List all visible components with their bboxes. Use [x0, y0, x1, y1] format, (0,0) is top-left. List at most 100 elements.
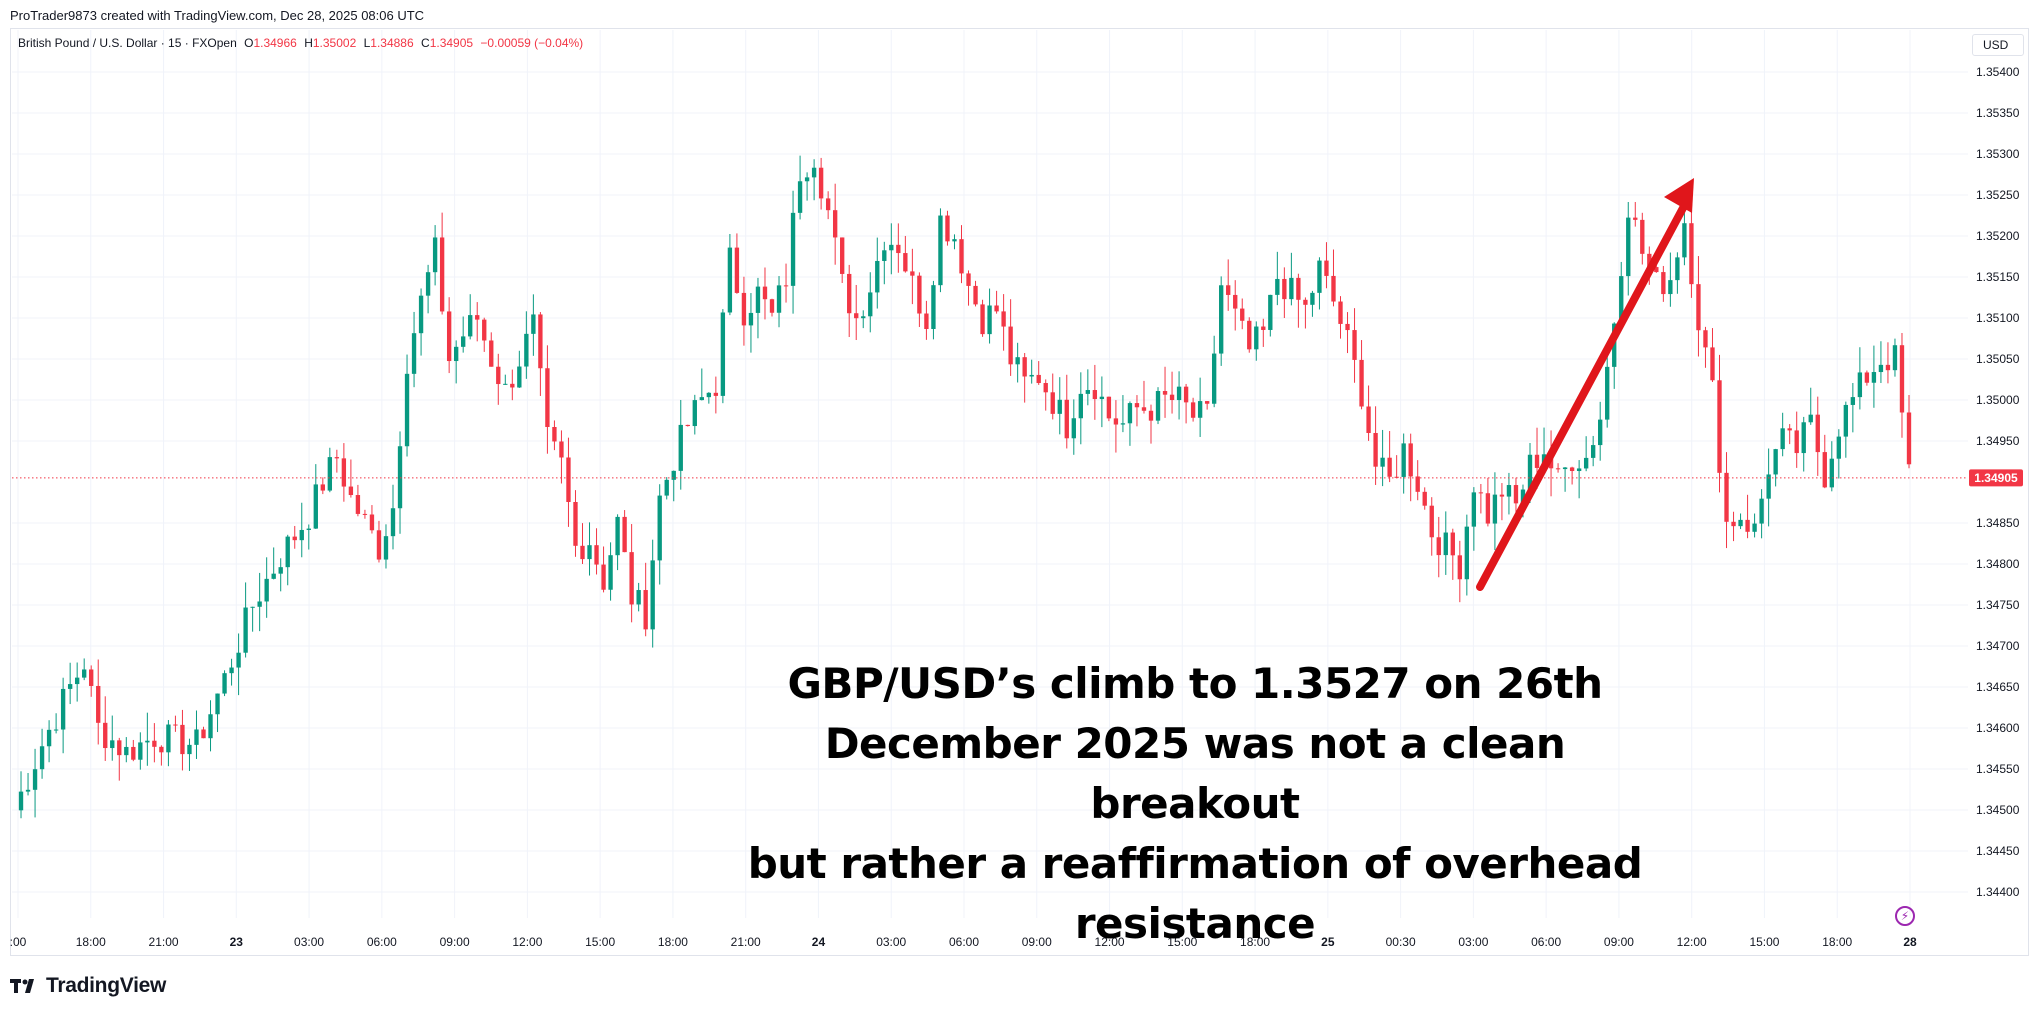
- time-axis[interactable]: :00 18:00 21:00 23 03:00 06:00 09:00 12:00 15:00…: [10, 935, 1917, 949]
- candle-body: [594, 545, 599, 565]
- candle-body: [1626, 217, 1631, 277]
- candle-body: [1864, 372, 1870, 383]
- candle-body: [1296, 277, 1301, 300]
- y-tick-label: 1.35200: [1976, 229, 2020, 243]
- candle-body: [432, 237, 438, 273]
- candle-body: [643, 590, 648, 630]
- chart-credit: ProTrader9873 created with TradingView.c…: [10, 8, 425, 23]
- candle-body: [1415, 476, 1420, 492]
- tradingview-logo[interactable]: TradingView: [10, 974, 166, 998]
- candle-body: [320, 484, 325, 491]
- candle-body: [1576, 468, 1582, 472]
- candle-body: [124, 746, 129, 756]
- candle-body: [1022, 357, 1027, 377]
- candle-body: [250, 606, 255, 608]
- y-tick-label: 1.35250: [1976, 188, 2020, 202]
- candle-body: [1773, 449, 1778, 475]
- currency-selector[interactable]: USD: [1972, 34, 2024, 56]
- close-value: 1.34905: [429, 36, 474, 50]
- y-tick-label: 1.35350: [1976, 106, 2020, 120]
- x-tick-label: 12:00: [1677, 935, 1707, 949]
- candle-body: [713, 392, 719, 396]
- candle-body: [1598, 419, 1603, 446]
- candle-body: [545, 368, 550, 427]
- candle-body: [1029, 374, 1034, 377]
- candle-body: [727, 247, 733, 313]
- candle-body: [699, 397, 704, 401]
- candle-body: [678, 424, 683, 471]
- y-tick-label: 1.34550: [1976, 762, 2020, 776]
- candle-body: [369, 514, 375, 531]
- candle-body: [397, 446, 403, 509]
- candle-body: [1668, 280, 1673, 295]
- brand-name: TradingView: [46, 974, 167, 997]
- symbol-name[interactable]: British Pound / U.S. Dollar · 15 · FXOpe…: [18, 36, 237, 50]
- candle-body: [103, 722, 108, 749]
- candle-body: [664, 479, 669, 496]
- candle-body: [861, 316, 866, 319]
- candle-body: [966, 273, 971, 286]
- change-value: −0.00059 (−0.04%): [480, 36, 584, 50]
- candle-body: [482, 319, 487, 341]
- x-tick-label: 18:00: [76, 935, 106, 949]
- candle-body: [994, 305, 999, 312]
- candle-body: [1885, 364, 1891, 371]
- chart-frame: [10, 28, 2029, 956]
- candle-body: [411, 333, 417, 374]
- candle-body: [341, 458, 347, 487]
- candle-body: [1696, 284, 1701, 331]
- y-tick-label: 1.34500: [1976, 803, 2020, 817]
- candle-body: [629, 552, 634, 605]
- candle-body: [1717, 380, 1722, 473]
- candle-body: [39, 746, 45, 770]
- candle-body: [82, 669, 87, 678]
- candle-body: [74, 677, 80, 685]
- candle-body: [503, 383, 508, 385]
- candle-body: [1801, 422, 1806, 454]
- lightning-icon[interactable]: ⚡: [1895, 906, 1915, 926]
- candle-body: [299, 529, 304, 541]
- current-price-tag: 1.34905: [1969, 469, 2023, 487]
- y-tick-label: 1.34650: [1976, 680, 2020, 694]
- candle-body: [1836, 436, 1841, 459]
- candle-body: [1169, 394, 1175, 401]
- candle-body: [1703, 330, 1708, 348]
- candle-body: [1204, 401, 1210, 404]
- candle-body: [1071, 418, 1076, 439]
- candle-body: [804, 177, 810, 182]
- candle-body: [1106, 396, 1112, 419]
- y-tick-label: 1.34850: [1976, 516, 2020, 530]
- candle-body: [1001, 311, 1006, 327]
- candle-body: [790, 212, 796, 286]
- x-tick-label: 03:00: [876, 935, 906, 949]
- candle-body: [1401, 443, 1406, 477]
- candle-body: [1619, 276, 1624, 324]
- candle-body: [1661, 272, 1666, 295]
- candle-body: [531, 314, 536, 334]
- candle-body: [313, 484, 318, 529]
- candle-body: [404, 373, 410, 447]
- candle-body: [1359, 359, 1364, 407]
- trend-arrow: [1476, 178, 1694, 591]
- candle-body: [1211, 353, 1217, 404]
- candle-body: [1829, 458, 1834, 488]
- candle-body: [1724, 472, 1729, 522]
- candle-body: [1682, 223, 1687, 258]
- candle-body: [285, 536, 290, 568]
- y-tick-label: 1.34600: [1976, 721, 2020, 735]
- price-axis[interactable]: 1.35400 1.35350 1.35300 1.35250 1.35200 1.351…: [1976, 65, 2020, 899]
- candle-body: [166, 724, 171, 753]
- y-tick-label: 1.34750: [1976, 598, 2020, 612]
- candle-body: [1443, 532, 1448, 556]
- candle-body: [1247, 320, 1252, 350]
- candle-body: [334, 457, 340, 459]
- candle-body: [117, 740, 122, 756]
- candle-body: [1050, 392, 1055, 414]
- candle-body: [1738, 519, 1743, 527]
- candle-body: [1612, 323, 1617, 367]
- candle-body: [376, 530, 382, 560]
- candle-body: [1675, 257, 1680, 281]
- annotation-line: resistance: [1074, 899, 1316, 948]
- candle-body: [608, 555, 613, 590]
